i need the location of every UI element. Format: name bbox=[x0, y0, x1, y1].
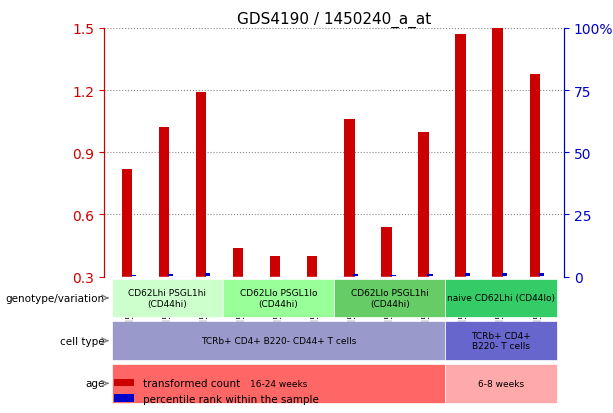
Bar bbox=[196, 93, 206, 277]
Bar bbox=[501, 273, 507, 276]
Bar bbox=[168, 274, 173, 276]
FancyBboxPatch shape bbox=[223, 279, 334, 317]
Text: CD62Llo PSGL1lo
(CD44hi): CD62Llo PSGL1lo (CD44hi) bbox=[240, 289, 317, 308]
Bar bbox=[390, 275, 395, 276]
Bar bbox=[465, 273, 470, 276]
Bar bbox=[418, 132, 428, 277]
Bar bbox=[307, 256, 318, 277]
FancyBboxPatch shape bbox=[445, 322, 557, 360]
Bar bbox=[131, 275, 136, 276]
Text: TCRb+ CD4+ B220- CD44+ T cells: TCRb+ CD4+ B220- CD44+ T cells bbox=[201, 336, 356, 345]
Bar bbox=[270, 256, 280, 277]
Text: CD62Lhi PSGL1hi
(CD44hi): CD62Lhi PSGL1hi (CD44hi) bbox=[128, 289, 206, 308]
Bar bbox=[539, 273, 544, 276]
FancyBboxPatch shape bbox=[445, 364, 557, 403]
Bar bbox=[344, 120, 354, 277]
Text: naive CD62Lhi (CD44lo): naive CD62Lhi (CD44lo) bbox=[447, 294, 555, 303]
FancyBboxPatch shape bbox=[112, 322, 445, 360]
Text: cell type: cell type bbox=[60, 336, 105, 346]
Bar bbox=[353, 274, 359, 276]
Bar bbox=[455, 35, 466, 277]
Bar bbox=[122, 169, 132, 277]
Text: 6-8 weeks: 6-8 weeks bbox=[478, 379, 524, 388]
FancyBboxPatch shape bbox=[445, 279, 557, 317]
Text: 16-24 weeks: 16-24 weeks bbox=[249, 379, 307, 388]
Text: CD62Llo PSGL1hi
(CD44hi): CD62Llo PSGL1hi (CD44hi) bbox=[351, 289, 428, 308]
FancyBboxPatch shape bbox=[334, 279, 445, 317]
Legend: transformed count, percentile rank within the sample: transformed count, percentile rank withi… bbox=[109, 374, 323, 408]
Bar bbox=[159, 128, 169, 277]
Bar bbox=[205, 273, 210, 276]
Text: genotype/variation: genotype/variation bbox=[6, 293, 105, 303]
Title: GDS4190 / 1450240_a_at: GDS4190 / 1450240_a_at bbox=[237, 12, 431, 28]
Bar bbox=[492, 29, 503, 277]
Bar bbox=[233, 248, 243, 277]
Bar bbox=[381, 227, 392, 277]
Bar bbox=[530, 74, 540, 277]
Text: TCRb+ CD4+
B220- T cells: TCRb+ CD4+ B220- T cells bbox=[471, 331, 531, 351]
Text: age: age bbox=[86, 378, 105, 388]
Bar bbox=[427, 275, 433, 276]
FancyBboxPatch shape bbox=[112, 279, 223, 317]
FancyBboxPatch shape bbox=[112, 364, 445, 403]
